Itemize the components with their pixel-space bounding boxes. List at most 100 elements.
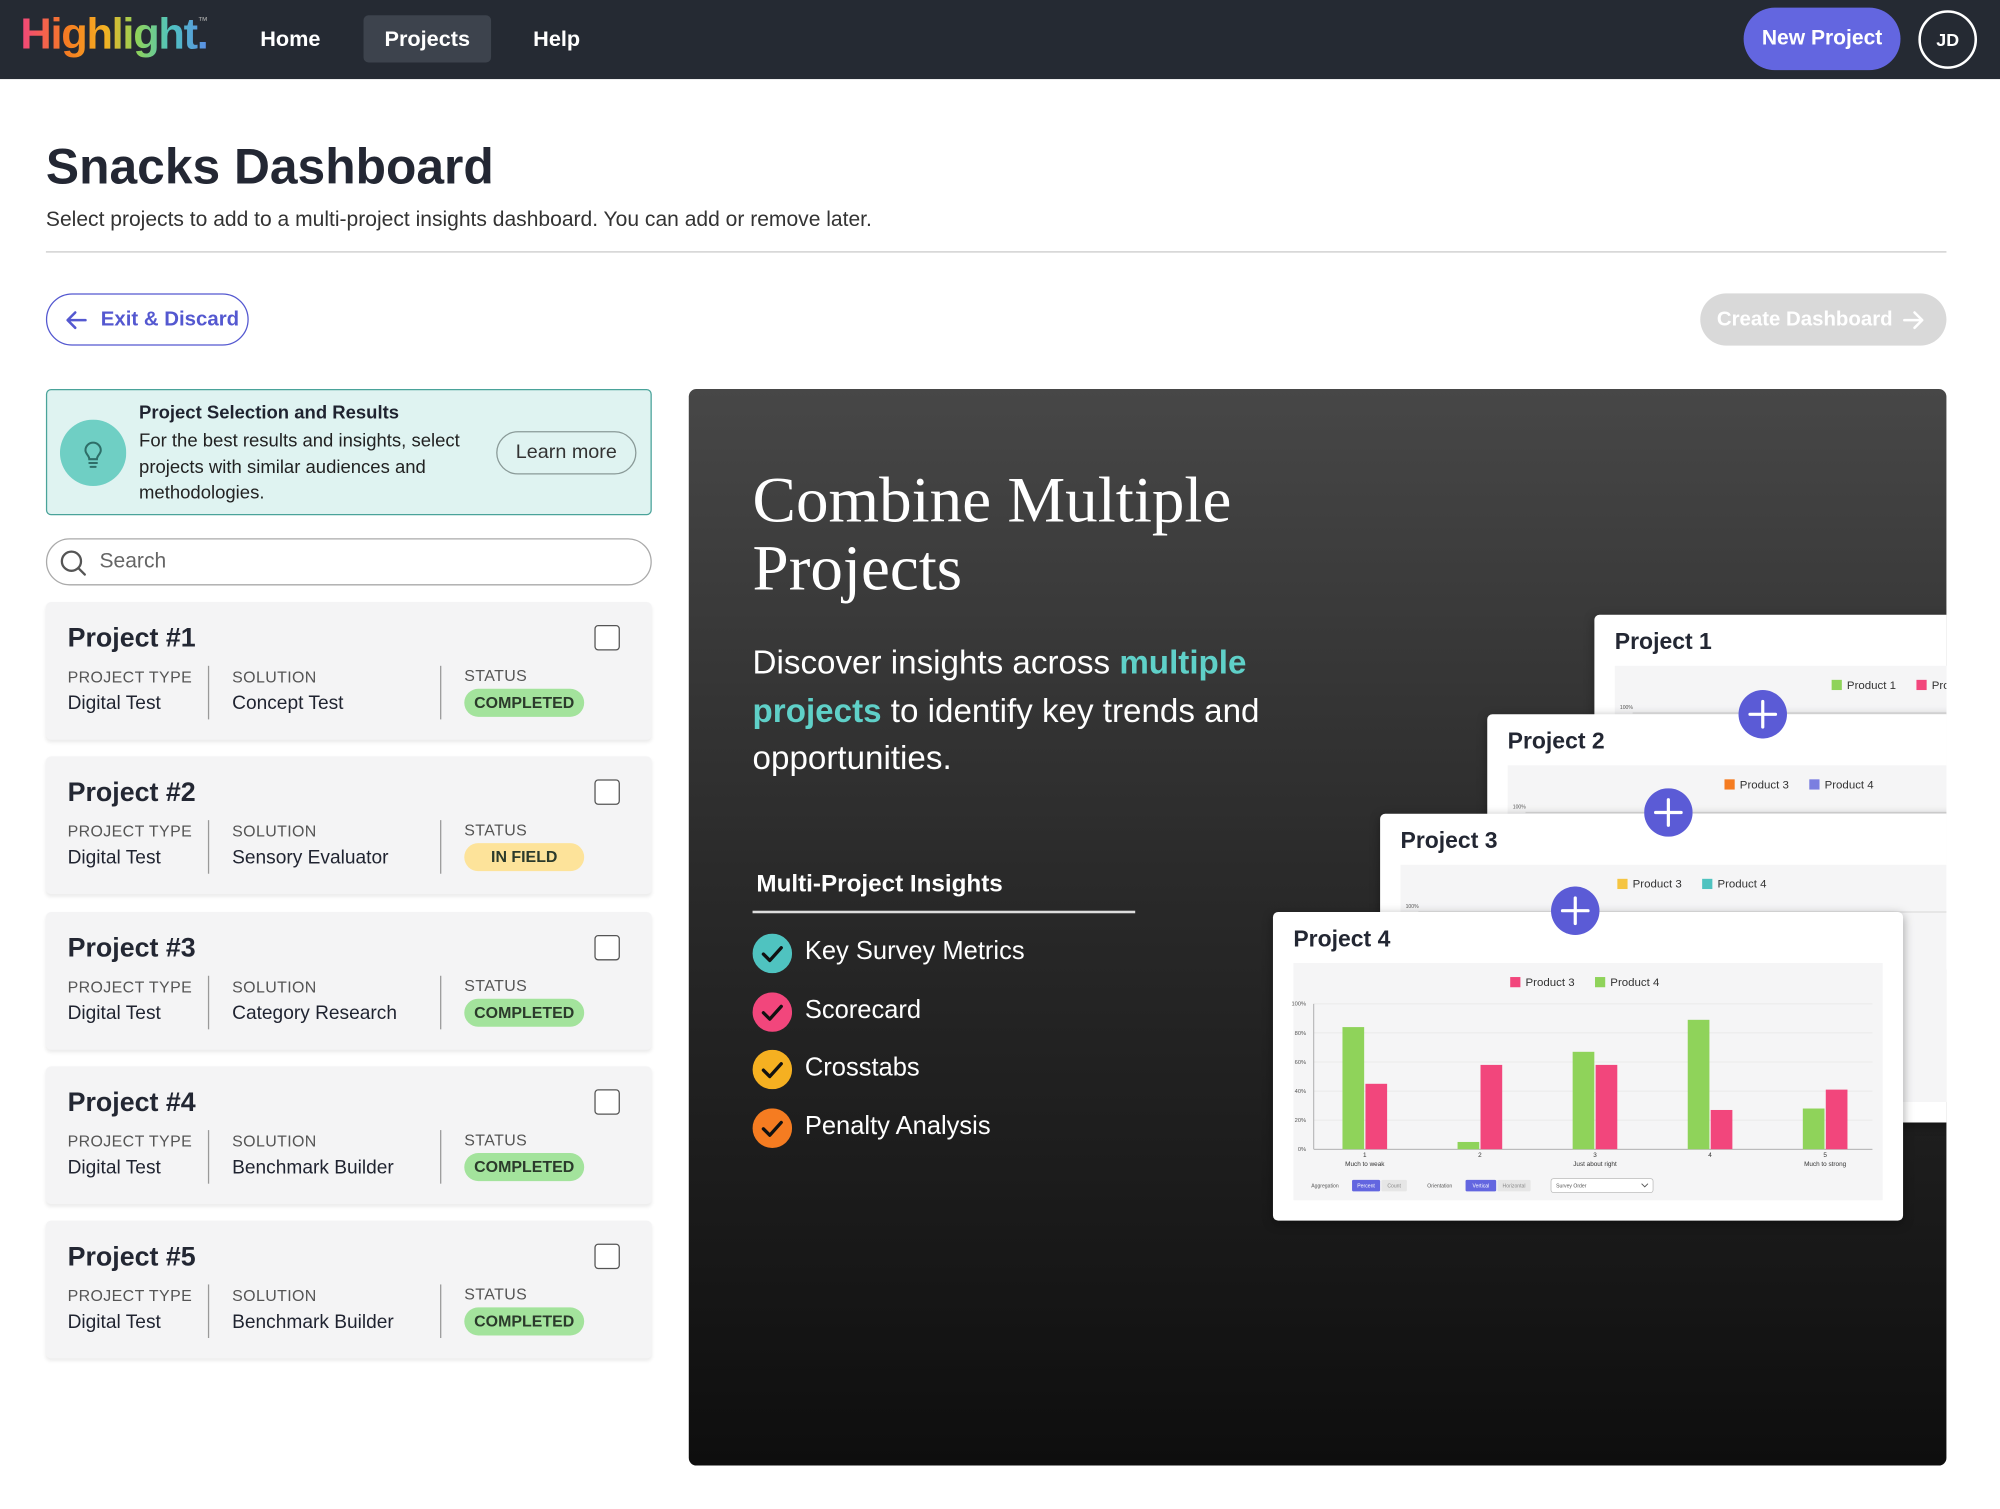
status-badge: COMPLETED — [464, 688, 585, 717]
x-tick-sublabel: Much to strong — [1804, 1161, 1847, 1168]
column-divider — [207, 665, 210, 720]
project-checkbox[interactable] — [594, 1089, 620, 1115]
promo-text-highlight: multiple projects — [752, 642, 1247, 729]
y-tick-label: 100% — [1620, 705, 1633, 711]
exit-button[interactable]: Exit & Discard — [45, 293, 249, 346]
project-checkbox[interactable] — [594, 624, 620, 651]
solution-label: SOLUTION — [232, 977, 317, 996]
solution-value: Benchmark Builder — [232, 1156, 394, 1179]
arrow-right-icon — [1903, 311, 1924, 330]
legend-label: Product 3 — [1633, 879, 1682, 891]
toggle-off — [1497, 1179, 1531, 1192]
exit-label: Exit & Discard — [100, 308, 240, 331]
legend-label: Product 4 — [1717, 879, 1767, 891]
project-name: Project #4 — [67, 1087, 196, 1118]
legend-label: Product 4 — [1825, 779, 1875, 791]
dropdown-label: Survey Order — [1556, 1183, 1587, 1189]
legend-label: Product 3 — [1740, 779, 1789, 791]
bar — [1342, 1027, 1365, 1150]
y-tick-label: 100% — [1406, 904, 1419, 910]
legend-swatch — [1724, 779, 1735, 790]
logo[interactable]: Highlight. — [20, 10, 208, 59]
type-value: Digital Test — [67, 1156, 161, 1179]
project-name: Project #2 — [67, 778, 196, 808]
project-card[interactable]: Project #5 PROJECT TYPE Digital Test SOLUTI… — [45, 1220, 652, 1359]
project-card[interactable]: Project #3 PROJECT TYPE Digital Test SOLUTI… — [45, 911, 652, 1050]
column-divider — [207, 975, 210, 1029]
project-card[interactable]: Project #4 PROJECT TYPE Digital Test SOLUTI… — [45, 1066, 652, 1204]
x-tick-label: 4 — [1708, 1152, 1712, 1159]
bar — [1480, 1064, 1503, 1150]
column-divider — [440, 1284, 442, 1339]
check-icon — [752, 1108, 793, 1149]
type-label: PROJECT TYPE — [67, 823, 193, 841]
project-card[interactable]: Project #1 PROJECT TYPE Digital Test SOLUTI… — [45, 602, 652, 740]
bar — [1595, 1064, 1618, 1150]
solution-value: Concept Test — [232, 692, 344, 715]
insights-title: Multi-Project Insights — [756, 871, 1003, 898]
create-label: Create Dashboard — [1716, 308, 1893, 331]
legend-swatch — [1595, 977, 1606, 988]
y-tick-label: 100% — [1513, 805, 1526, 811]
create-dashboard-button[interactable]: Create Dashboard — [1700, 293, 1947, 346]
status-badge: COMPLETED — [464, 1307, 585, 1336]
insights-underline — [752, 910, 1136, 914]
project-checkbox[interactable] — [594, 779, 620, 806]
solution-value: Benchmark Builder — [232, 1311, 394, 1334]
check-icon — [752, 1050, 793, 1090]
divider — [45, 251, 1947, 253]
bar — [1457, 1141, 1480, 1150]
insight-item: Crosstabs — [804, 1054, 920, 1083]
nav-item[interactable]: Home — [260, 26, 321, 52]
preview-card-title: Project 1 — [1614, 628, 1712, 655]
toggle-on-label: Percent — [1357, 1183, 1375, 1189]
status-badge: COMPLETED — [464, 998, 585, 1027]
legend-swatch — [1510, 977, 1521, 988]
search-field[interactable]: Search — [45, 538, 652, 586]
y-tick-label: 60% — [1295, 1060, 1306, 1066]
learn-more-button[interactable]: Learn more — [496, 431, 637, 475]
status-label: STATUS — [464, 1131, 528, 1150]
bar — [1710, 1109, 1733, 1150]
dropdown — [1550, 1178, 1654, 1193]
x-tick-label: 3 — [1593, 1152, 1597, 1159]
project-name: Project #5 — [67, 1242, 196, 1272]
preview-chart: Product 3 Product 4 0% 20% 40% 60% 80% 100% 1 Muc… — [1291, 963, 1883, 1201]
nav-item[interactable]: Help — [533, 26, 581, 52]
preview-card-title: Project 4 — [1293, 926, 1391, 952]
column-divider — [440, 1129, 442, 1184]
top-nav: Highlight. ™ Home Projects Help New Project JD — [0, 0, 2000, 80]
status-label: STATUS — [464, 667, 528, 685]
type-label: PROJECT TYPE — [67, 977, 193, 996]
project-name: Project #1 — [67, 623, 196, 654]
solution-label: SOLUTION — [232, 823, 317, 841]
legend-swatch — [1702, 878, 1713, 890]
solution-label: SOLUTION — [232, 668, 317, 687]
project-checkbox[interactable] — [594, 1243, 620, 1270]
x-tick-label: 1 — [1363, 1152, 1367, 1159]
project-card[interactable]: Project #2 PROJECT TYPE Digital Test SOLUTI… — [45, 756, 652, 895]
bar — [1802, 1108, 1825, 1150]
column-divider — [207, 1284, 210, 1339]
type-value: Digital Test — [67, 847, 161, 870]
legend-swatch — [1617, 878, 1628, 890]
avatar[interactable]: JD — [1918, 10, 1978, 69]
bar — [1365, 1083, 1388, 1150]
toggle-on-label: Vertical — [1473, 1183, 1490, 1189]
bar — [1687, 1019, 1710, 1150]
project-checkbox[interactable] — [594, 934, 620, 960]
type-label: PROJECT TYPE — [67, 668, 193, 687]
search-placeholder: Search — [99, 549, 167, 573]
tip-title: Project Selection and Results — [139, 403, 400, 424]
nav-item[interactable]: Projects — [363, 15, 492, 63]
promo-text-start: Discover insights across — [752, 642, 1111, 682]
insight-item: Scorecard — [804, 995, 922, 1024]
promo-text-end: to identify key trends and opportunities… — [752, 690, 1260, 777]
solution-label: SOLUTION — [232, 1132, 317, 1151]
legend-swatch — [1831, 679, 1842, 691]
y-tick-label: 20% — [1295, 1118, 1306, 1124]
insight-item: Key Survey Metrics — [804, 937, 1025, 966]
new-project-button[interactable]: New Project — [1743, 7, 1901, 71]
tip-text: For the best results and insights, selec… — [139, 431, 460, 505]
